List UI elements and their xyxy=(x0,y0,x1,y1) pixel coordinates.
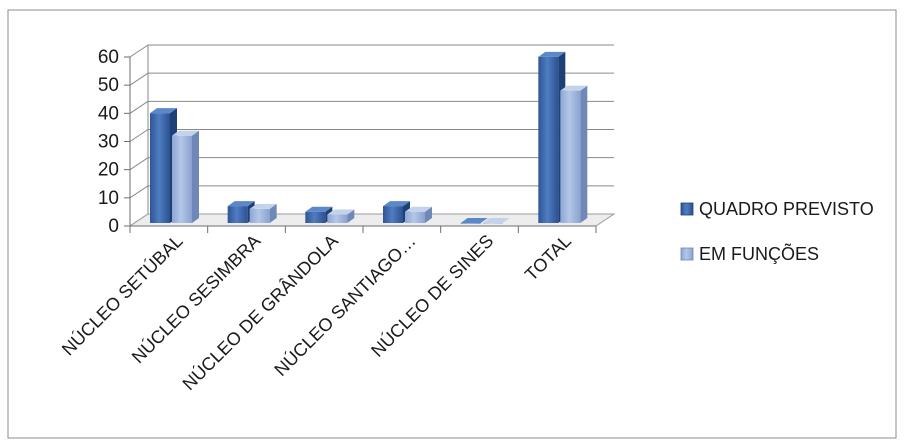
y-tick-label: 50 xyxy=(98,75,119,96)
y-tick-label: 40 xyxy=(98,103,119,124)
bar xyxy=(150,113,170,223)
legend-label: EM FUNÇÕES xyxy=(699,243,819,264)
bar xyxy=(327,215,347,223)
legend-label: QUADRO PREVISTO xyxy=(699,199,874,219)
y-tick-label: 10 xyxy=(98,188,119,209)
legend-swatch xyxy=(681,203,693,215)
bar-side xyxy=(192,131,199,223)
legend-swatch xyxy=(681,248,693,260)
bar xyxy=(483,223,503,224)
bar xyxy=(172,136,192,223)
bar xyxy=(250,209,270,223)
bar-side xyxy=(580,86,587,223)
y-tick-label: 0 xyxy=(108,216,119,237)
y-tick-label: 30 xyxy=(98,132,119,153)
y-tick-label: 20 xyxy=(98,160,119,181)
bar xyxy=(538,57,558,223)
bar xyxy=(405,212,425,223)
bar xyxy=(383,206,403,223)
bar xyxy=(560,91,580,223)
bar xyxy=(305,212,325,223)
y-tick-label: 60 xyxy=(98,47,119,68)
bar xyxy=(228,206,248,223)
bar xyxy=(461,223,481,224)
